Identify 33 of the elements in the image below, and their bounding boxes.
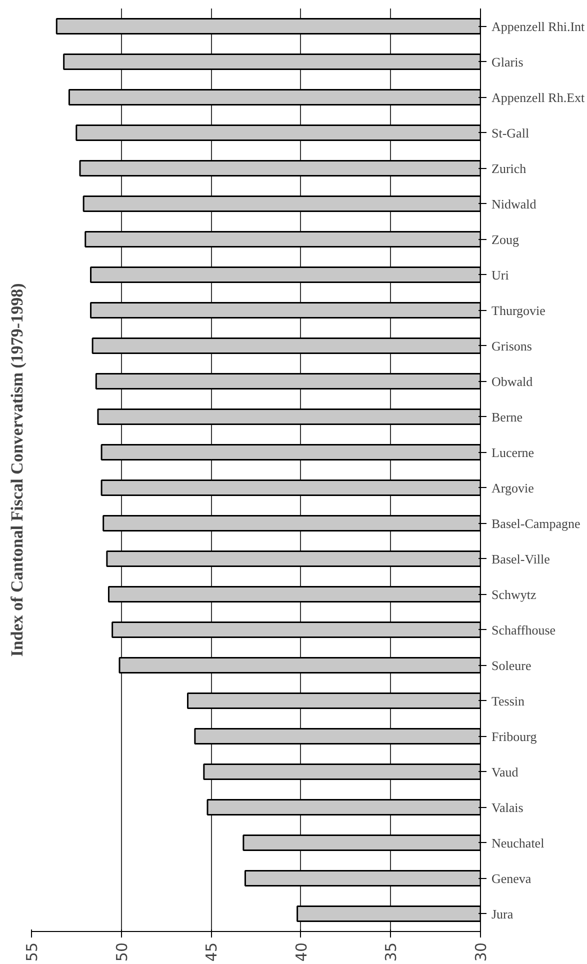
y-tick-label: Zoug [492,232,520,247]
y-tick-label: Nidwald [492,196,537,212]
x-tick-label: 55 [23,942,41,962]
y-tick-label: Appenzell Rhi.Int [492,18,586,34]
y-tick-label: Neuchatel [492,835,545,850]
y-tick-label: St-Gall [492,125,530,140]
y-tick-label: Grisons [492,338,532,354]
y-tick-label: Berne [492,409,523,424]
y-tick-label: Appenzell Rh.Ext [492,90,586,105]
y-tick-label: Geneva [492,870,532,886]
y-tick-label: Argovie [492,480,534,496]
y-tick-label: Uri [492,267,510,282]
y-tick-label: Glaris [492,54,524,70]
x-tick-label: 45 [202,942,221,962]
y-tick-label: Obwald [492,374,534,389]
y-tick-label: Jura [492,906,514,922]
x-tick-label: 35 [382,942,400,962]
y-tick-label: Vaud [492,764,519,780]
y-tick-label: Schaffhouse [492,622,556,638]
y-tick-label: Valais [492,800,524,815]
y-tick-label: Zurich [492,160,527,176]
x-tick-label: 40 [292,942,310,962]
x-tick-label: 30 [472,942,490,962]
y-tick-label: Tessin [492,693,526,708]
y-tick-label: Lucerne [492,444,534,460]
x-tick-label: 50 [112,942,131,962]
y-tick-label: Basel-Campagne [492,516,581,531]
y-tick-label: Basel-Ville [492,551,550,566]
y-tick-label: Schwytz [492,586,536,602]
text: Index of Cantonal Fiscal Convervatism (1979-1998) [8,283,26,657]
y-tick-label: Thurgovie [492,302,546,318]
y-tick-label: Soleure [492,658,532,673]
y-tick-label: Fribourg [492,728,538,744]
